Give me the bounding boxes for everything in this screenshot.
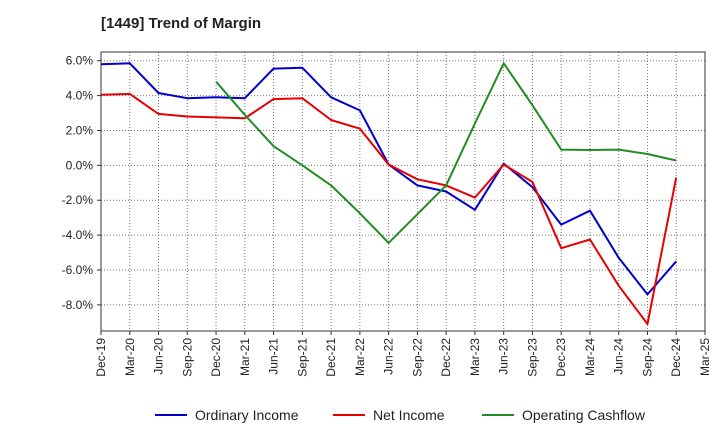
y-axis-ticks: 6.0% 4.0% 2.0% 0.0% -2.0% -4.0% -6.0% -8.0%: [62, 54, 101, 312]
y-tick-label: -8.0%: [62, 298, 94, 312]
x-tick-label: Sep-20: [180, 338, 194, 377]
x-tick-label: Jun-20: [152, 338, 166, 375]
x-tick-label: Mar-22: [353, 338, 367, 376]
legend-label-ordinary-income: Ordinary Income: [195, 407, 299, 423]
x-tick-label: Mar-21: [238, 338, 252, 376]
series-lines: [100, 62, 678, 325]
y-tick-label: 6.0%: [66, 54, 94, 68]
x-tick-label: Mar-24: [583, 338, 597, 376]
x-tick-label: Jun-24: [612, 338, 626, 375]
x-tick-label: Sep-23: [525, 338, 539, 377]
series-line-operating-cashflow: [215, 62, 677, 244]
x-tick-label: Mar-20: [123, 338, 137, 376]
x-tick-label: Sep-22: [410, 338, 424, 377]
x-tick-label: Jun-22: [382, 338, 396, 375]
y-tick-label: -2.0%: [62, 193, 94, 207]
x-tick-label: Dec-23: [554, 338, 568, 377]
grid-lines: [100, 52, 706, 331]
x-tick-label: Dec-21: [324, 338, 338, 377]
x-axis-ticks: Dec-19 Mar-20 Jun-20 Sep-20 Dec-20 Mar-21 Jun-…: [94, 331, 712, 377]
plot-frame: [100, 51, 706, 332]
y-tick-label: 0.0%: [66, 158, 94, 172]
x-tick-label: Dec-24: [669, 338, 683, 377]
x-tick-label: Sep-21: [295, 338, 309, 377]
x-tick-label: Sep-24: [640, 338, 654, 377]
legend-label-net-income: Net Income: [373, 407, 445, 423]
legend-label-operating-cashflow: Operating Cashflow: [522, 407, 646, 423]
y-tick-label: -6.0%: [62, 263, 94, 277]
x-tick-label: Dec-20: [209, 338, 223, 377]
series-line-net-income: [100, 92, 678, 325]
y-tick-label: 2.0%: [66, 123, 94, 137]
chart-title: [1449] Trend of Margin: [101, 15, 262, 32]
x-tick-label: Mar-25: [698, 338, 712, 376]
x-tick-label: Dec-22: [439, 338, 453, 377]
x-tick-label: Jun-23: [497, 338, 511, 375]
y-tick-label: 4.0%: [66, 89, 94, 103]
x-tick-label: Jun-21: [267, 338, 281, 375]
x-tick-label: Mar-23: [468, 338, 482, 376]
legend: Ordinary Income Net Income Operating Cashf…: [155, 407, 646, 423]
x-tick-label: Dec-19: [94, 338, 108, 377]
y-tick-label: -4.0%: [62, 228, 94, 242]
